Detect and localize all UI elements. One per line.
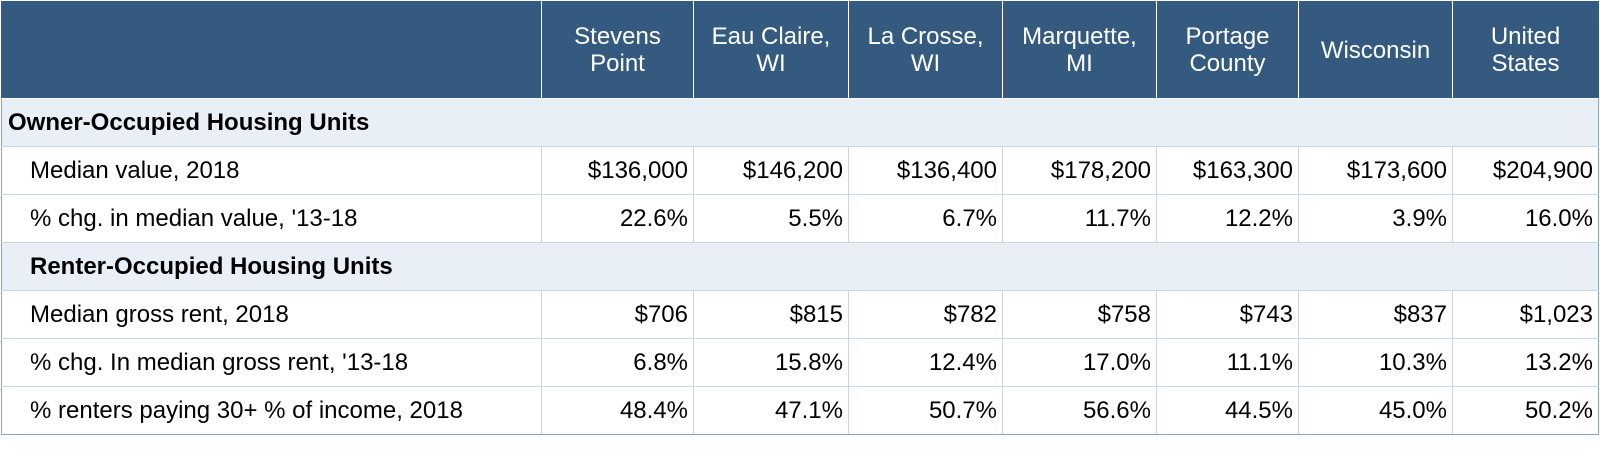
row-label: Median value, 2018 xyxy=(1,146,542,195)
section-header-owner-occupied: Owner-Occupied Housing Units xyxy=(1,98,1599,147)
row-label: % chg. In median gross rent, '13-18 xyxy=(1,338,542,387)
table-cell: $136,400 xyxy=(848,146,1003,195)
row-label: % renters paying 30+ % of income, 2018 xyxy=(1,386,542,435)
table-cell: $163,300 xyxy=(1156,146,1299,195)
table-cell: 6.7% xyxy=(848,194,1003,243)
table-cell: $204,900 xyxy=(1452,146,1599,195)
table-cell: 16.0% xyxy=(1452,194,1599,243)
column-header-eau-claire: Eau Claire, WI xyxy=(693,1,849,99)
table-cell: 56.6% xyxy=(1002,386,1157,435)
row-label: Median gross rent, 2018 xyxy=(1,290,542,339)
table-cell: $146,200 xyxy=(693,146,849,195)
section-header-renter-occupied: Renter-Occupied Housing Units xyxy=(1,242,1599,291)
table-cell: $136,000 xyxy=(541,146,694,195)
table-cell: 50.7% xyxy=(848,386,1003,435)
table-cell: 13.2% xyxy=(1452,338,1599,387)
column-header-marquette: Marquette, MI xyxy=(1002,1,1157,99)
table-cell: $758 xyxy=(1002,290,1157,339)
table-row-median-gross-rent: Median gross rent, 2018 $706 $815 $782 $… xyxy=(1,290,1599,339)
table-cell: $837 xyxy=(1298,290,1453,339)
table-cell: 3.9% xyxy=(1298,194,1453,243)
table-cell: 48.4% xyxy=(541,386,694,435)
table-cell: 45.0% xyxy=(1298,386,1453,435)
table-cell: 11.7% xyxy=(1002,194,1157,243)
table-cell: 5.5% xyxy=(693,194,849,243)
table-cell: $815 xyxy=(693,290,849,339)
table-cell: $173,600 xyxy=(1298,146,1453,195)
table-cell: $1,023 xyxy=(1452,290,1599,339)
section-title: Renter-Occupied Housing Units xyxy=(1,242,1599,291)
table-cell: $782 xyxy=(848,290,1003,339)
table-cell: 12.4% xyxy=(848,338,1003,387)
table-cell: $178,200 xyxy=(1002,146,1157,195)
column-header-united-states: United States xyxy=(1452,1,1599,99)
table-cell: 6.8% xyxy=(541,338,694,387)
table-cell: $706 xyxy=(541,290,694,339)
header-row: Stevens Point Eau Claire, WI La Crosse, WI … xyxy=(1,1,1599,99)
table-row-pct-chg-median-value: % chg. in median value, '13-18 22.6% 5.5… xyxy=(1,194,1599,243)
housing-comparison-table: Stevens Point Eau Claire, WI La Crosse, WI … xyxy=(1,1,1599,435)
section-title: Owner-Occupied Housing Units xyxy=(1,98,1599,147)
table-row-pct-chg-median-gross-rent: % chg. In median gross rent, '13-18 6.8%… xyxy=(1,338,1599,387)
table-cell: $743 xyxy=(1156,290,1299,339)
table-row-median-value: Median value, 2018 $136,000 $146,200 $13… xyxy=(1,146,1599,195)
table-cell: 22.6% xyxy=(541,194,694,243)
column-header-stevens-point: Stevens Point xyxy=(541,1,694,99)
table-cell: 12.2% xyxy=(1156,194,1299,243)
column-header-wisconsin: Wisconsin xyxy=(1298,1,1453,99)
header-corner-cell xyxy=(1,1,542,99)
table-body: Owner-Occupied Housing Units Median valu… xyxy=(1,98,1599,435)
table-cell: 15.8% xyxy=(693,338,849,387)
table-cell: 44.5% xyxy=(1156,386,1299,435)
row-label: % chg. in median value, '13-18 xyxy=(1,194,542,243)
table-cell: 50.2% xyxy=(1452,386,1599,435)
table-header: Stevens Point Eau Claire, WI La Crosse, WI … xyxy=(1,1,1599,99)
table-cell: 10.3% xyxy=(1298,338,1453,387)
table-cell: 47.1% xyxy=(693,386,849,435)
column-header-la-crosse: La Crosse, WI xyxy=(848,1,1003,99)
table-cell: 11.1% xyxy=(1156,338,1299,387)
table-row-pct-renters-paying-30: % renters paying 30+ % of income, 2018 4… xyxy=(1,386,1599,435)
table-cell: 17.0% xyxy=(1002,338,1157,387)
column-header-portage-county: Portage County xyxy=(1156,1,1299,99)
